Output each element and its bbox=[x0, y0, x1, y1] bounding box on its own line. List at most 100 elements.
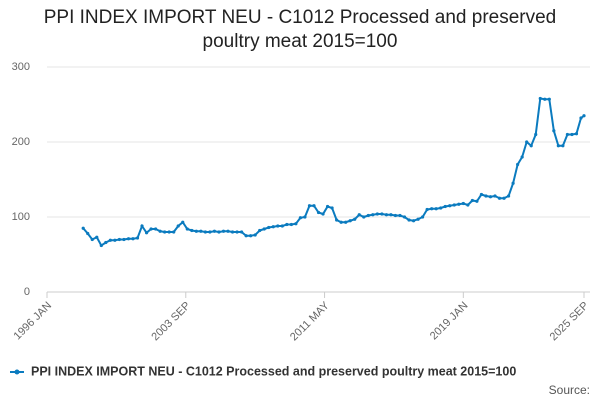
point bbox=[90, 237, 94, 242]
point bbox=[430, 207, 434, 211]
point bbox=[552, 129, 556, 133]
point bbox=[239, 230, 244, 234]
point bbox=[570, 132, 574, 137]
point bbox=[208, 230, 212, 234]
y-tick-label: 300 bbox=[12, 61, 30, 73]
point bbox=[312, 204, 316, 208]
point bbox=[393, 213, 398, 218]
point bbox=[538, 96, 542, 101]
point bbox=[99, 243, 103, 248]
y-tick-label: 100 bbox=[12, 211, 30, 223]
point bbox=[167, 230, 171, 234]
chart-title: PPI INDEX IMPORT NEU - C1012 Processed a… bbox=[43, 7, 557, 52]
point bbox=[104, 240, 108, 245]
point bbox=[235, 230, 239, 234]
point bbox=[267, 225, 271, 230]
point bbox=[416, 217, 420, 221]
point bbox=[158, 229, 162, 233]
point bbox=[199, 229, 203, 233]
point bbox=[140, 224, 144, 228]
point bbox=[285, 222, 289, 227]
x-tick-label: 1996 JAN bbox=[12, 300, 55, 343]
point bbox=[434, 207, 438, 211]
point bbox=[461, 201, 465, 206]
point bbox=[534, 132, 538, 137]
point bbox=[172, 230, 176, 234]
point bbox=[258, 228, 262, 233]
x-tick-label: 2025 SEP bbox=[548, 300, 592, 344]
point bbox=[271, 225, 275, 229]
point bbox=[389, 213, 393, 217]
point bbox=[574, 132, 579, 136]
point bbox=[380, 212, 384, 216]
point bbox=[525, 140, 529, 144]
point bbox=[249, 234, 253, 238]
x-tick-label: 2019 JAN bbox=[428, 300, 471, 343]
point bbox=[362, 215, 366, 219]
point bbox=[582, 114, 586, 118]
point bbox=[244, 234, 248, 238]
point bbox=[511, 181, 515, 185]
point bbox=[262, 227, 266, 231]
point bbox=[479, 192, 484, 197]
point bbox=[357, 213, 361, 217]
point bbox=[226, 229, 230, 233]
point bbox=[420, 215, 425, 219]
point bbox=[131, 237, 135, 241]
point bbox=[565, 132, 570, 137]
source: Source: bbox=[549, 383, 590, 397]
point bbox=[185, 227, 189, 231]
point bbox=[190, 228, 194, 233]
point bbox=[280, 224, 284, 228]
point bbox=[289, 222, 293, 227]
point bbox=[330, 206, 334, 210]
point bbox=[457, 202, 461, 206]
point bbox=[579, 116, 583, 120]
point bbox=[484, 194, 488, 198]
point bbox=[221, 229, 226, 233]
point bbox=[407, 218, 411, 222]
point bbox=[452, 203, 456, 207]
line bbox=[82, 97, 585, 247]
point bbox=[181, 220, 185, 224]
point bbox=[276, 224, 280, 228]
y-tick-label: 200 bbox=[12, 136, 30, 148]
point bbox=[529, 144, 533, 148]
point bbox=[448, 204, 452, 208]
legend-marker bbox=[14, 369, 20, 375]
point bbox=[547, 97, 551, 101]
point bbox=[425, 207, 429, 212]
point bbox=[86, 231, 90, 236]
point bbox=[154, 227, 158, 231]
point bbox=[212, 229, 217, 233]
point bbox=[108, 238, 112, 242]
point bbox=[384, 213, 388, 217]
point bbox=[506, 194, 511, 198]
point bbox=[294, 222, 298, 226]
point bbox=[325, 204, 330, 209]
point bbox=[470, 198, 474, 203]
point bbox=[135, 236, 140, 240]
point bbox=[117, 237, 122, 242]
point bbox=[303, 215, 307, 219]
point bbox=[230, 230, 235, 234]
point bbox=[375, 212, 379, 216]
point bbox=[371, 213, 375, 217]
x-tick-label: 2003 SEP bbox=[149, 300, 193, 344]
point bbox=[339, 220, 343, 224]
point bbox=[194, 229, 198, 233]
point bbox=[144, 231, 149, 235]
point bbox=[366, 213, 370, 218]
point bbox=[316, 210, 321, 215]
point bbox=[411, 219, 416, 223]
point bbox=[335, 218, 339, 222]
point bbox=[520, 155, 524, 159]
point bbox=[543, 97, 547, 101]
point bbox=[126, 237, 131, 241]
point bbox=[344, 220, 348, 224]
point bbox=[113, 238, 117, 242]
point bbox=[439, 206, 443, 210]
x-tick-label: 2011 MAY bbox=[288, 299, 332, 343]
